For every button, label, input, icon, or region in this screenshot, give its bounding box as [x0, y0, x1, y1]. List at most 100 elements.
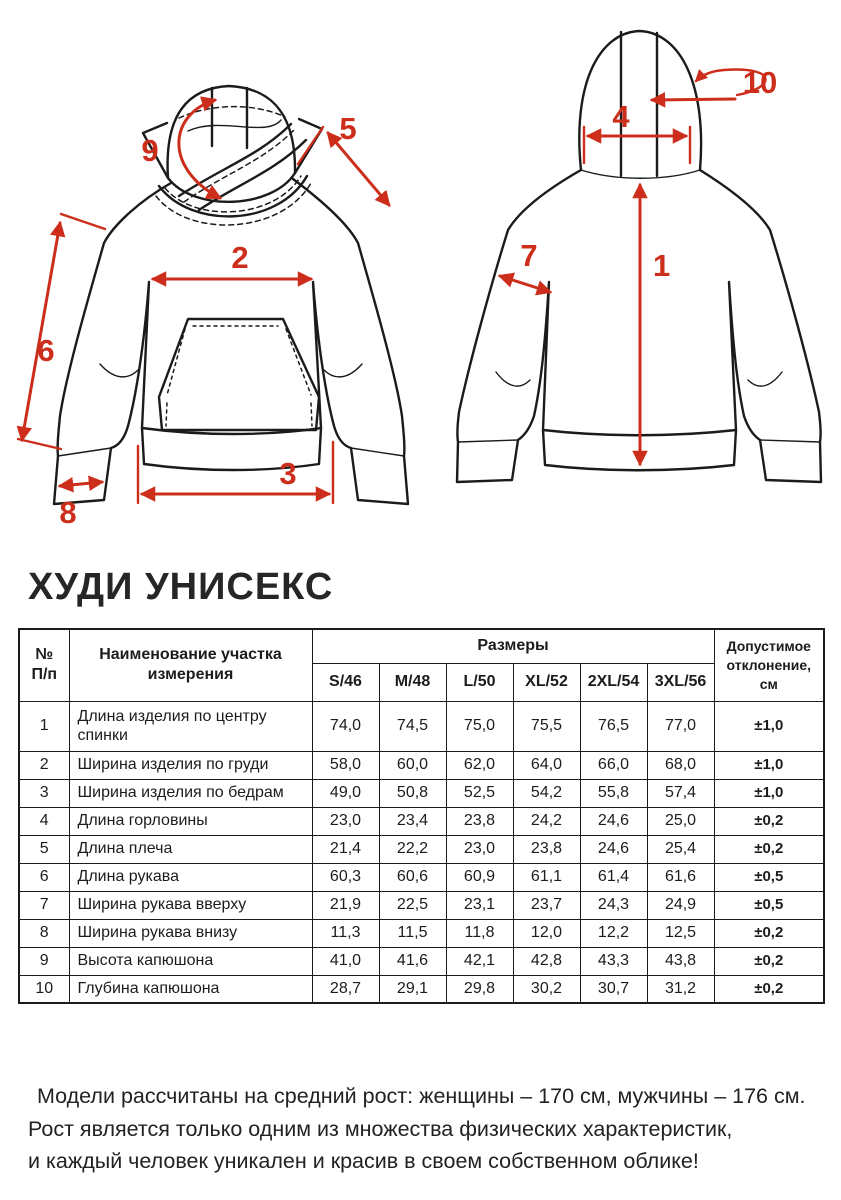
header-size-2xl54: 2XL/54 [579, 662, 648, 702]
header-size-xl52: XL/52 [512, 662, 581, 702]
hoodie-front-outline [52, 84, 410, 506]
row-num: 7 [18, 890, 70, 920]
row-num: 1 [18, 700, 70, 752]
header-num-abbr: П/п [31, 666, 58, 684]
page-title: ХУДИ УНИСЕКС [28, 566, 334, 608]
measure-label-6: 6 [37, 333, 54, 368]
cell-value: 23,0 [445, 834, 514, 864]
front-measure-arrows: 9 5 2 6 8 [16, 96, 391, 530]
cell-value: 41,6 [378, 946, 447, 976]
table-row: 6 Длина рукава 60,3 60,6 60,9 61,1 61,4 … [18, 862, 825, 892]
measure-arrow-6: 6 [16, 212, 107, 451]
header-size-s46: S/46 [311, 662, 380, 702]
row-name: Длина плеча [68, 834, 313, 864]
footer-line-3: и каждый человек уникален и красив в сво… [28, 1149, 699, 1174]
cell-value: 12,0 [512, 918, 581, 948]
cell-tolerance: ±0,2 [713, 918, 825, 948]
cell-value: 75,5 [512, 700, 581, 752]
cell-value: 29,8 [445, 974, 514, 1004]
measure-label-1: 1 [653, 248, 670, 283]
cell-value: 29,1 [378, 974, 447, 1004]
row-num: 2 [18, 750, 70, 780]
row-num: 9 [18, 946, 70, 976]
cell-value: 11,3 [311, 918, 380, 948]
measure-label-3: 3 [279, 456, 296, 491]
cell-value: 23,7 [512, 890, 581, 920]
measure-label-4: 4 [612, 99, 630, 134]
table-row: 9 Высота капюшона 41,0 41,6 42,1 42,8 43… [18, 946, 825, 976]
row-name: Ширина изделия по бедрам [68, 778, 313, 808]
cell-value: 24,3 [579, 890, 648, 920]
row-num: 10 [18, 974, 70, 1004]
row-name: Длина рукава [68, 862, 313, 892]
cell-value: 75,0 [445, 700, 514, 752]
cell-value: 61,6 [646, 862, 715, 892]
cell-value: 25,4 [646, 834, 715, 864]
row-name: Длина изделия по центру спинки [68, 700, 313, 752]
row-num: 3 [18, 778, 70, 808]
row-name: Длина горловины [68, 806, 313, 836]
cell-value: 57,4 [646, 778, 715, 808]
cell-tolerance: ±1,0 [713, 700, 825, 752]
cell-value: 28,7 [311, 974, 380, 1004]
row-num: 6 [18, 862, 70, 892]
cell-value: 55,8 [579, 778, 648, 808]
cell-value: 31,2 [646, 974, 715, 1004]
measure-arrow-10: 10 [649, 65, 777, 108]
cell-value: 50,8 [378, 778, 447, 808]
measure-label-9: 9 [141, 133, 158, 168]
table-row: 5 Длина плеча 21,4 22,2 23,0 23,8 24,6 2… [18, 834, 825, 864]
measure-arrow-4: 4 [582, 99, 692, 165]
cell-value: 52,5 [445, 778, 514, 808]
row-name: Глубина капюшона [68, 974, 313, 1004]
cell-value: 12,2 [579, 918, 648, 948]
header-size-3xl56: 3XL/56 [646, 662, 715, 702]
cell-value: 41,0 [311, 946, 380, 976]
table-row: 2 Ширина изделия по груди 58,0 60,0 62,0… [18, 750, 825, 780]
measure-label-5: 5 [339, 111, 356, 146]
header-num-sign: № [35, 646, 54, 664]
cell-tolerance: ±0,5 [713, 862, 825, 892]
header-size-m48: M/48 [378, 662, 447, 702]
cell-value: 22,5 [378, 890, 447, 920]
cell-value: 60,3 [311, 862, 380, 892]
cell-value: 68,0 [646, 750, 715, 780]
cell-value: 54,2 [512, 778, 581, 808]
row-name: Ширина рукава вверху [68, 890, 313, 920]
measure-arrow-2: 2 [150, 240, 314, 287]
cell-tolerance: ±0,2 [713, 974, 825, 1004]
table-row: 7 Ширина рукава вверху 21,9 22,5 23,1 23… [18, 890, 825, 920]
hoodie-front-diagram: 9 5 2 6 8 [16, 84, 410, 530]
cell-value: 74,0 [311, 700, 380, 752]
cell-value: 61,1 [512, 862, 581, 892]
size-table: № П/п Наименование участка измерения Раз… [18, 628, 826, 1004]
cell-tolerance: ±1,0 [713, 778, 825, 808]
header-size-l50: L/50 [445, 662, 514, 702]
measure-arrow-3: 3 [136, 440, 335, 505]
cell-value: 11,8 [445, 918, 514, 948]
table-row: 3 Ширина изделия по бедрам 49,0 50,8 52,… [18, 778, 825, 808]
cell-value: 61,4 [579, 862, 648, 892]
cell-value: 42,8 [512, 946, 581, 976]
cell-value: 30,7 [579, 974, 648, 1004]
cell-value: 21,9 [311, 890, 380, 920]
cell-value: 58,0 [311, 750, 380, 780]
cell-value: 66,0 [579, 750, 648, 780]
cell-tolerance: ±0,2 [713, 806, 825, 836]
cell-value: 24,6 [579, 806, 648, 836]
cell-tolerance: ±0,5 [713, 890, 825, 920]
measure-arrow-8: 8 [57, 475, 105, 530]
measure-arrow-5: 5 [296, 111, 391, 207]
cell-value: 23,4 [378, 806, 447, 836]
cell-value: 12,5 [646, 918, 715, 948]
cell-value: 24,6 [579, 834, 648, 864]
cell-value: 64,0 [512, 750, 581, 780]
cell-value: 11,5 [378, 918, 447, 948]
row-num: 5 [18, 834, 70, 864]
cell-value: 23,8 [512, 834, 581, 864]
cell-tolerance: ±0,2 [713, 946, 825, 976]
cell-value: 24,9 [646, 890, 715, 920]
measure-arrow-9: 9 [141, 96, 223, 200]
row-num: 8 [18, 918, 70, 948]
